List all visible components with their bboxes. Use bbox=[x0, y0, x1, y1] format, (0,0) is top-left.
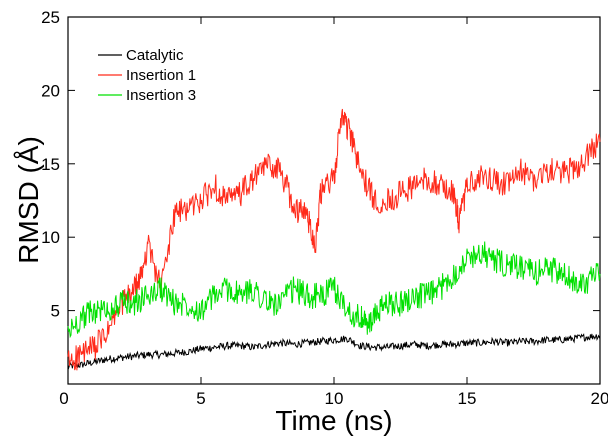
legend-label-catalytic: Catalytic bbox=[126, 47, 184, 64]
x-axis-title: Time (ns) bbox=[275, 405, 392, 436]
y-tick-label: 15 bbox=[41, 155, 60, 174]
y-tick-label: 5 bbox=[51, 302, 60, 321]
origin-tick-label: 0 bbox=[59, 389, 68, 408]
legend-label-insertion-1: Insertion 1 bbox=[126, 67, 196, 84]
legend: Catalytic Insertion 1 Insertion 3 bbox=[98, 47, 196, 104]
x-tick-label: 5 bbox=[196, 389, 205, 408]
series-group bbox=[67, 108, 601, 371]
y-tick-label: 25 bbox=[41, 8, 60, 27]
x-tick-label: 10 bbox=[325, 389, 344, 408]
y-tick-label: 10 bbox=[41, 228, 60, 247]
series-line-insertion-3 bbox=[67, 241, 601, 339]
legend-label-insertion-3: Insertion 3 bbox=[126, 87, 196, 104]
x-tick-label: 15 bbox=[458, 389, 477, 408]
x-tick-label: 20 bbox=[591, 389, 608, 408]
y-axis-ticks: 5 10 15 20 25 bbox=[41, 8, 600, 385]
series-line-insertion-1 bbox=[67, 108, 601, 371]
series-line-catalytic bbox=[67, 333, 601, 370]
x-axis-ticks: 5 10 15 20 bbox=[196, 17, 608, 408]
y-tick-label: 20 bbox=[41, 81, 60, 100]
y-axis-title: RMSD (Å) bbox=[13, 136, 44, 264]
